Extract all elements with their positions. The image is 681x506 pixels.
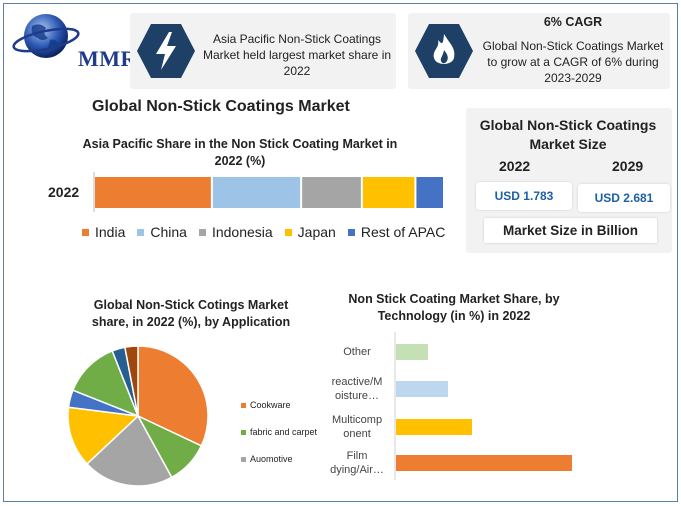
market-size-value-2029: USD 2.681 <box>578 184 670 212</box>
card2-heading: 6% CAGR <box>543 15 603 29</box>
apac-bar-segment-japan <box>362 177 415 208</box>
lightning-icon <box>137 24 195 78</box>
pie-legend-item: Auomotive <box>241 454 293 464</box>
application-chart-title: Global Non-Stick Cotings Market share, i… <box>91 298 291 329</box>
apac-stacked-bar-chart <box>93 172 443 212</box>
legend-swatch <box>241 402 246 408</box>
apac-chart-legend: India China Indonesia Japan Rest of APAC <box>82 224 457 240</box>
legend-swatch <box>241 429 246 435</box>
pie-legend-item: Cookware <box>241 400 291 410</box>
flame-icon <box>415 24 473 78</box>
legend-swatch <box>82 228 89 236</box>
legend-swatch <box>137 228 145 236</box>
technology-category-label: Other <box>343 346 371 358</box>
technology-bar <box>396 455 572 471</box>
pie-slice-auomotive <box>85 414 173 487</box>
apac-chart-category: 2022 <box>48 184 80 200</box>
globe-icon <box>12 14 80 58</box>
apac-legend-item: Japan <box>284 224 336 240</box>
market-size-unit: Market Size in Billion <box>484 218 657 243</box>
pie-slice-7 <box>124 345 139 417</box>
technology-bar <box>396 419 472 435</box>
legend-label: Rest of APAC <box>360 224 446 240</box>
legend-label: fabric and carpet <box>250 427 318 437</box>
apac-bar-segment-china <box>212 177 301 208</box>
card2-text: Global Non-Stick Coatings Market to grow… <box>482 39 664 85</box>
pie-slice-3 <box>67 406 140 465</box>
legend-swatch <box>198 228 206 236</box>
legend-swatch <box>284 228 292 236</box>
apac-bar-segment-india <box>95 177 211 208</box>
apac-bar-segment-indonesia <box>302 177 361 208</box>
application-pie-chart <box>67 345 209 487</box>
market-size-year-2029: 2029 <box>612 158 644 174</box>
technology-category-label: Film dying/Air… <box>330 450 384 476</box>
page-frame <box>3 3 678 502</box>
legend-label: Indonesia <box>211 224 273 240</box>
pie-slice-5 <box>71 349 140 418</box>
legend-label: Cookware <box>250 400 291 410</box>
apac-chart-title: Asia Pacific Share in the Non Stick Coat… <box>82 137 398 168</box>
card1-text: Asia Pacific Non-Stick Coatings Market h… <box>202 32 392 78</box>
brand-name: MMR <box>78 46 137 71</box>
legend-label: India <box>95 224 126 240</box>
pie-legend-item: fabric and carpet <box>241 427 317 437</box>
market-size-year-2022: 2022 <box>499 158 531 174</box>
technology-bar-chart <box>394 332 572 480</box>
technology-category-label: reactive/M oisture… <box>331 376 383 402</box>
pie-slice-cookware <box>137 345 209 447</box>
main-title: Global Non-Stick Coatings Market <box>92 98 350 115</box>
apac-legend-item: Rest of APAC <box>347 224 446 240</box>
legend-swatch <box>241 456 246 462</box>
technology-chart-title: Non Stick Coating Market Share, by Techn… <box>348 292 560 323</box>
apac-legend-item: India <box>82 224 125 240</box>
legend-swatch <box>347 228 355 236</box>
technology-bar <box>396 381 448 397</box>
apac-bar-segment-rest-of-apac <box>416 177 443 208</box>
apac-legend-item: Indonesia <box>198 224 273 240</box>
legend-label: Auomotive <box>250 454 293 464</box>
info-card-cagr: 6% CAGR Global Non-Stick Coatings Market… <box>408 13 670 89</box>
legend-label: Japan <box>297 224 336 240</box>
brand-logo: MMR <box>12 10 136 71</box>
apac-legend-item: China <box>137 224 187 240</box>
market-size-value-2022: USD 1.783 <box>476 182 572 210</box>
technology-category-label: Multicomp onent <box>331 414 383 440</box>
market-size-title: Global Non-Stick Coatings Market Size <box>479 117 657 152</box>
info-card-asia-pacific: Asia Pacific Non-Stick Coatings Market h… <box>130 13 396 89</box>
technology-bar <box>396 344 428 360</box>
legend-label: China <box>150 224 187 240</box>
